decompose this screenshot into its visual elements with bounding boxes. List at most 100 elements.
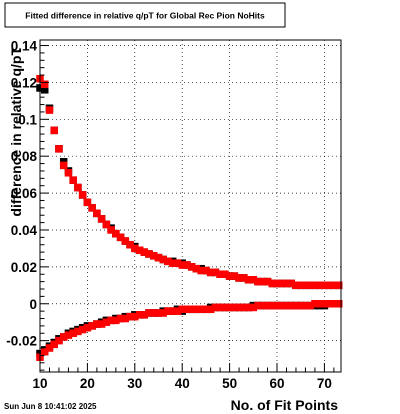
data-point [320, 281, 329, 290]
data-point [277, 279, 286, 288]
data-point [211, 303, 220, 312]
data-point [216, 270, 224, 278]
data-point [235, 274, 243, 282]
data-markers [36, 74, 343, 361]
data-point [282, 301, 291, 310]
data-point [259, 301, 267, 310]
data-point [83, 323, 92, 332]
data-point [93, 209, 101, 218]
data-point [164, 307, 172, 315]
y-tick-label: 0.08 [11, 149, 38, 164]
data-point [334, 281, 343, 290]
data-point [50, 340, 58, 349]
data-point [206, 268, 215, 277]
chart-title: Fitted difference in relative q/pT for G… [25, 11, 265, 21]
y-tick-label: 0.02 [11, 260, 37, 275]
data-point [197, 305, 205, 314]
data-point [168, 259, 177, 267]
data-point [69, 329, 77, 338]
data-point [330, 300, 338, 308]
y-axis-title: difference in relative q/pT [8, 47, 24, 217]
data-point [173, 307, 182, 315]
data-point [150, 309, 158, 317]
data-point [315, 281, 324, 290]
timestamp: Sun Jun 8 10:41:02 2025 [4, 402, 97, 411]
data-point [216, 303, 224, 312]
data-point [121, 237, 130, 245]
data-point [131, 244, 139, 253]
series-3 [36, 300, 343, 361]
y-tick-label: 0 [29, 297, 37, 312]
data-point [55, 145, 63, 153]
data-point [282, 279, 291, 288]
data-point [230, 272, 239, 280]
y-tick-label: 0.06 [11, 186, 38, 201]
data-point [263, 277, 272, 286]
data-point [112, 316, 120, 325]
data-point [254, 277, 262, 286]
data-point [140, 248, 149, 256]
data-point [221, 270, 229, 278]
data-point [40, 86, 49, 94]
x-tick-label: 70 [317, 376, 332, 391]
data-point [45, 344, 54, 352]
plot-frame [39, 39, 342, 373]
data-point [277, 301, 286, 310]
data-point [230, 303, 239, 312]
data-point [221, 303, 229, 312]
data-point [254, 301, 262, 310]
data-point [315, 300, 324, 308]
data-point [107, 316, 115, 325]
data-point [301, 281, 310, 290]
data-point [154, 309, 163, 317]
data-point [74, 327, 82, 336]
data-point [240, 303, 248, 312]
data-point [244, 303, 253, 312]
data-point [88, 322, 96, 330]
data-point [78, 325, 87, 334]
data-point [154, 253, 163, 262]
data-point [325, 300, 333, 308]
data-point [83, 198, 92, 207]
y-tick-label: -0.02 [6, 334, 37, 349]
data-point [296, 281, 305, 290]
data-point [325, 281, 333, 290]
data-point [173, 259, 182, 267]
data-point [159, 309, 167, 317]
data-point [249, 276, 258, 284]
data-point [211, 268, 220, 277]
data-point [97, 215, 106, 223]
data-point [183, 305, 191, 314]
data-point [334, 300, 343, 308]
data-point [140, 311, 149, 319]
data-point [64, 169, 73, 177]
data-point [268, 301, 277, 310]
y-tick-label: 0.04 [11, 223, 38, 238]
data-point [249, 303, 258, 312]
title-box: Fitted difference in relative q/pT for G… [4, 2, 286, 28]
data-point [330, 281, 338, 290]
x-axis-title: No. of Fit Points [231, 397, 339, 413]
data-point [187, 305, 196, 314]
data-point [192, 305, 201, 314]
data-point [225, 303, 234, 312]
data-point [93, 320, 101, 328]
y-tick-label: 0.1 [18, 112, 37, 127]
data-point [78, 191, 87, 199]
data-point [168, 307, 177, 315]
data-point [192, 264, 201, 273]
data-point [178, 261, 186, 269]
data-point [202, 305, 210, 314]
data-point [240, 274, 248, 282]
data-point [97, 320, 106, 328]
data-point [225, 272, 234, 280]
data-point [121, 314, 130, 323]
data-point [273, 279, 281, 288]
axis-ticks [39, 45, 335, 372]
data-point [64, 331, 73, 339]
data-point [306, 301, 314, 310]
x-tick-label: 50 [222, 376, 237, 391]
data-point [135, 246, 144, 255]
